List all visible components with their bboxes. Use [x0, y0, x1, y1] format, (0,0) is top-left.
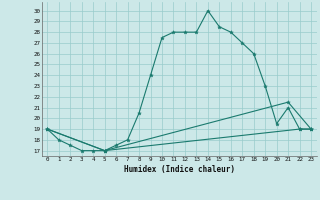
X-axis label: Humidex (Indice chaleur): Humidex (Indice chaleur)	[124, 165, 235, 174]
